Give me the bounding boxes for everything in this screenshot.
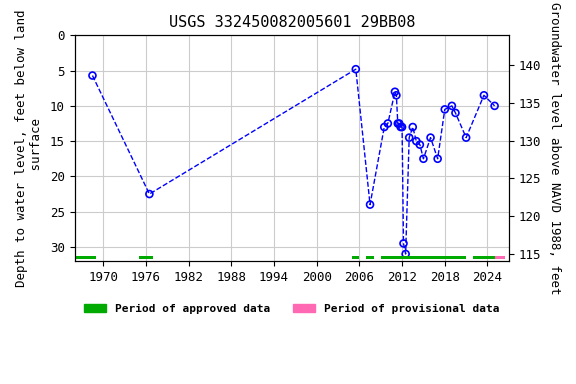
Point [415,142,425,148]
Point [396,124,406,130]
Point [391,89,400,95]
Point [433,156,442,162]
Point [393,121,403,127]
Point [401,251,410,257]
Point [380,124,389,130]
Y-axis label: Depth to water level, feet below land
 surface: Depth to water level, feet below land su… [15,10,43,287]
Point [88,73,97,79]
Point [440,106,449,113]
Point [383,121,392,127]
Point [351,66,361,72]
Point [461,134,471,141]
Point [408,124,418,130]
Point [365,202,374,208]
Point [419,156,428,162]
Point [404,134,414,141]
Point [397,124,407,130]
Point [412,138,421,144]
Point [399,240,408,247]
Point [490,103,499,109]
Title: USGS 332450082005601 29BB08: USGS 332450082005601 29BB08 [169,15,415,30]
Point [392,92,401,98]
Point [448,103,457,109]
Legend: Period of approved data, Period of provisional data: Period of approved data, Period of provi… [79,300,504,319]
Point [451,110,460,116]
Point [479,92,488,98]
Point [426,134,435,141]
Y-axis label: Groundwater level above NAVD 1988, feet: Groundwater level above NAVD 1988, feet [548,2,561,295]
Point [145,191,154,197]
Point [395,121,404,127]
